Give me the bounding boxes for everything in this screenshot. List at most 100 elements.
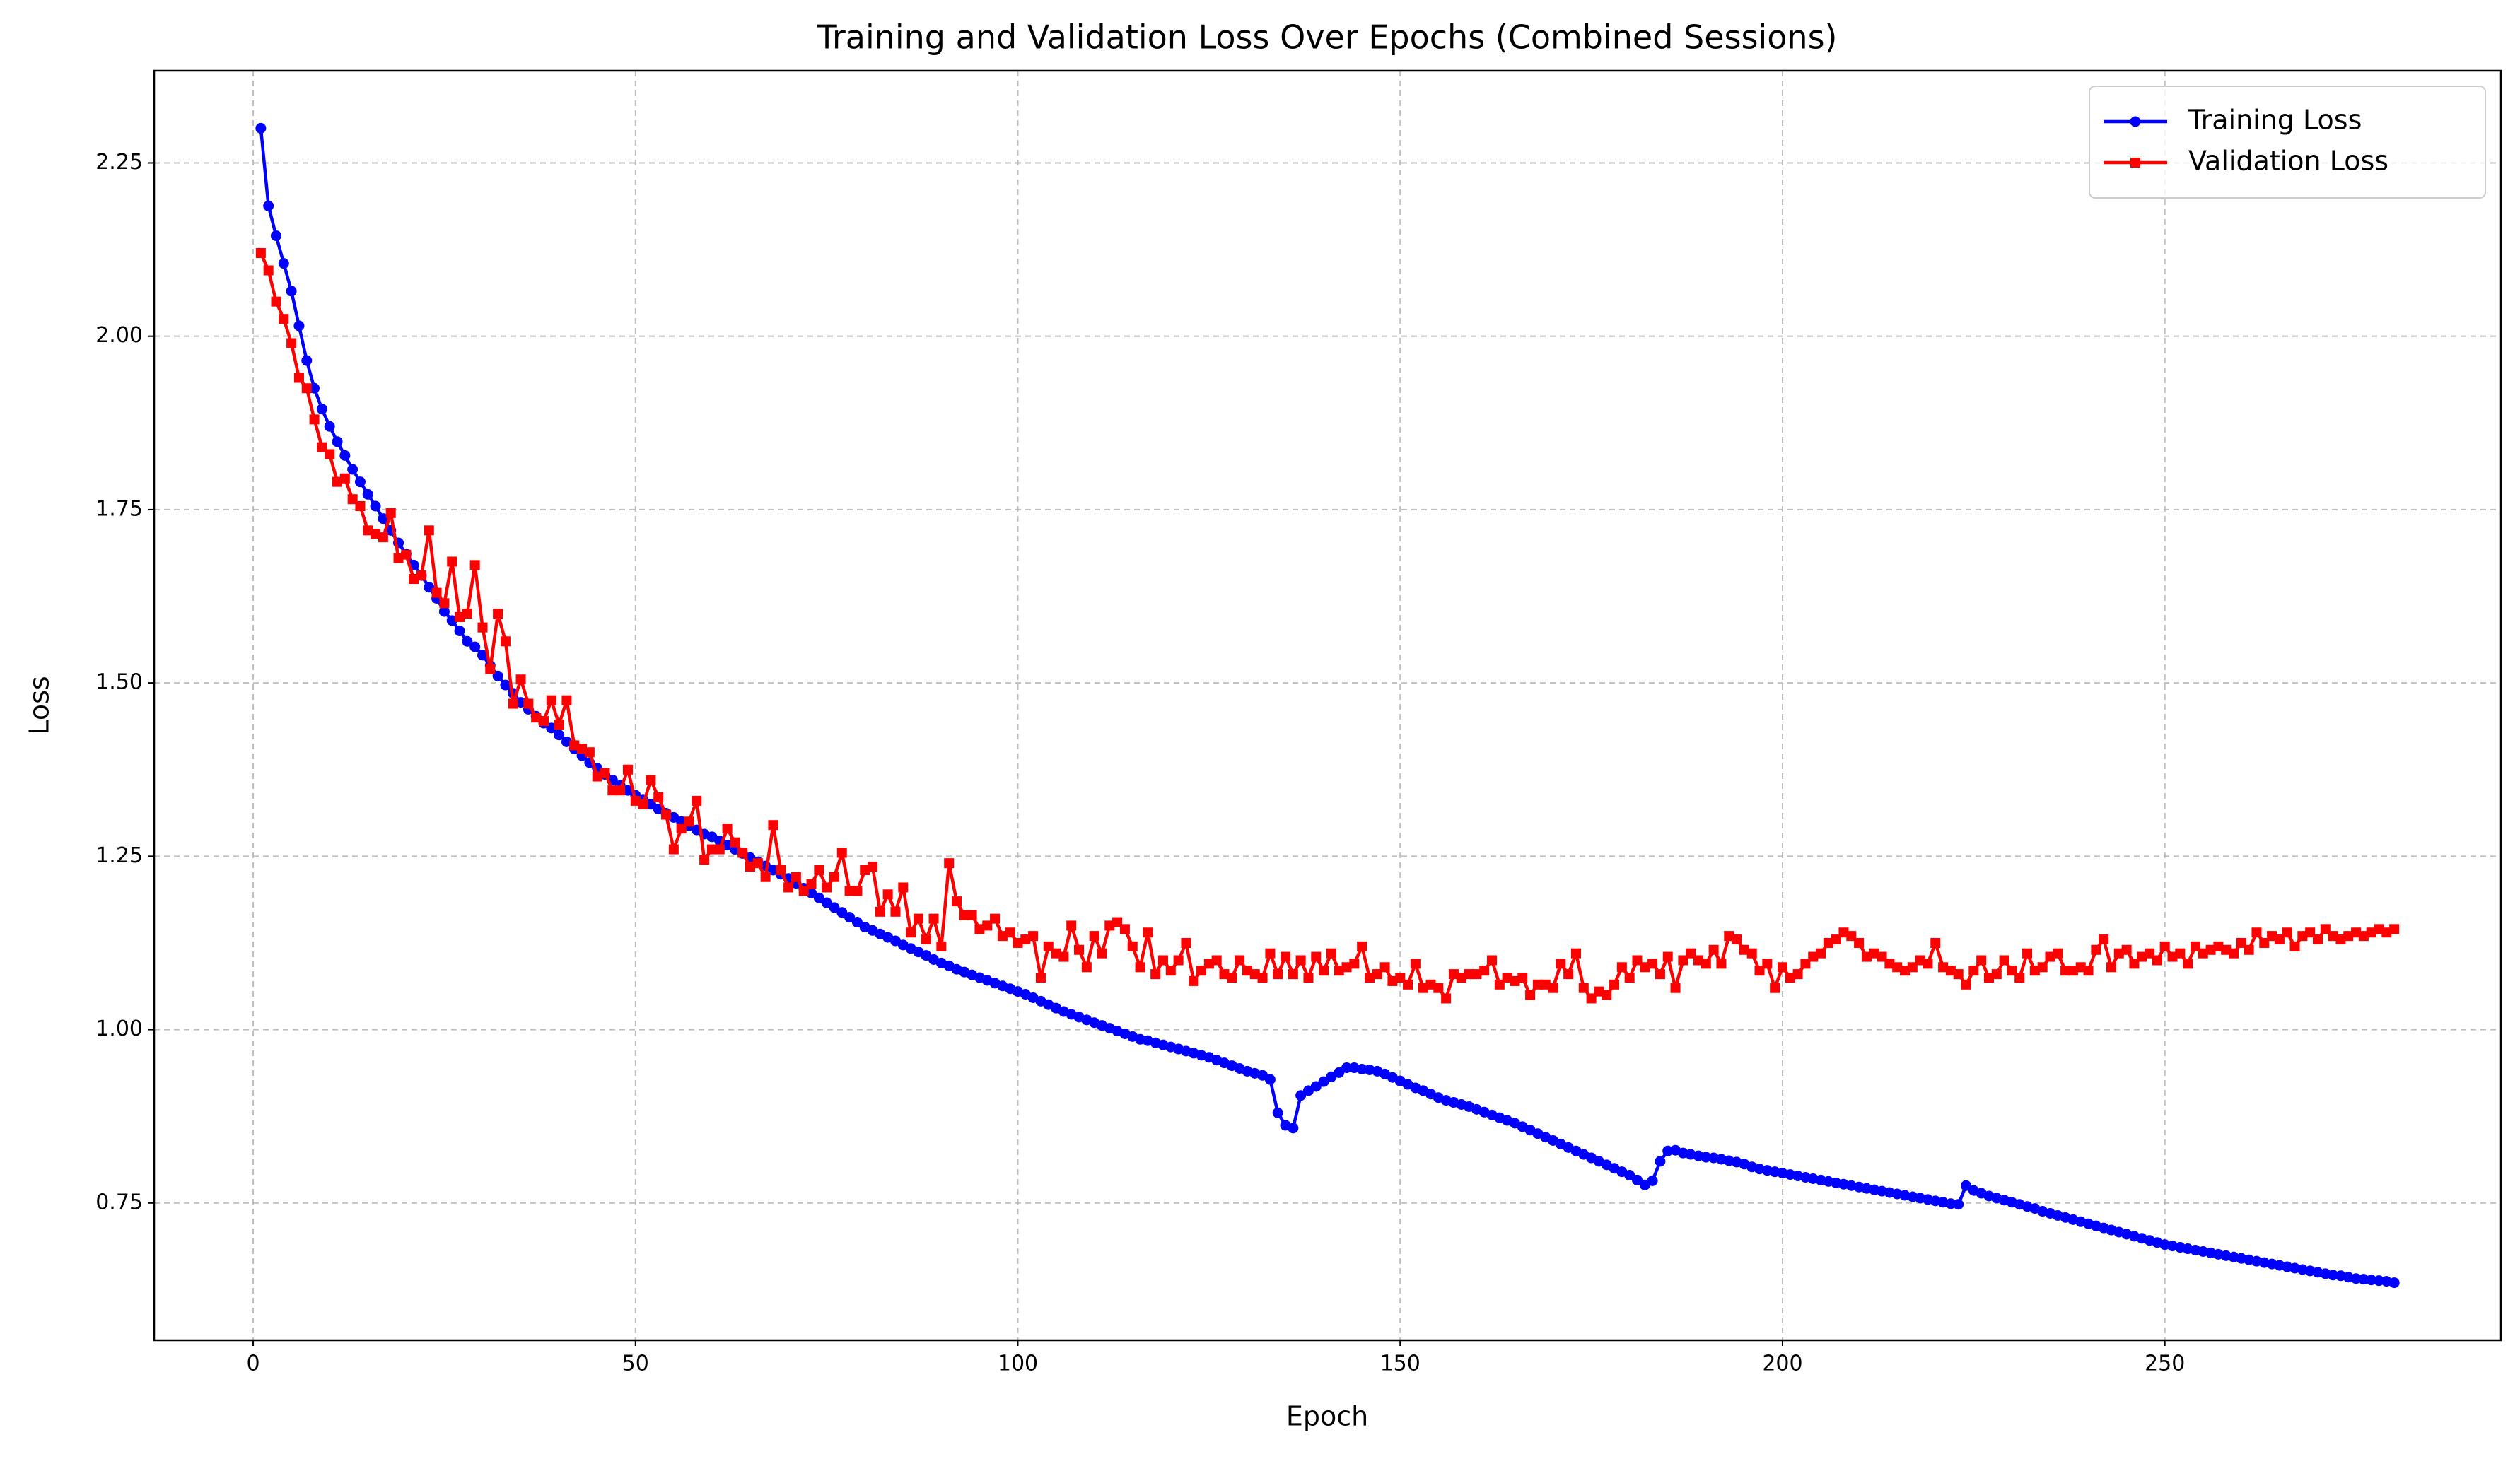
- marker: [2328, 931, 2338, 942]
- marker: [1288, 1123, 1299, 1134]
- marker: [1999, 955, 2009, 966]
- marker: [1892, 962, 1903, 973]
- marker: [2358, 1274, 2369, 1285]
- marker: [485, 664, 496, 674]
- marker: [1586, 993, 1597, 1004]
- marker: [1754, 966, 1765, 976]
- marker: [806, 887, 817, 898]
- x-tick-label: 50: [622, 1352, 649, 1376]
- marker: [424, 582, 435, 593]
- marker: [1173, 955, 1184, 966]
- series-markers: [255, 247, 2400, 1004]
- marker: [967, 910, 977, 920]
- marker: [2175, 948, 2186, 959]
- marker: [1732, 934, 1742, 945]
- marker: [2190, 941, 2200, 951]
- marker: [1318, 1076, 1329, 1087]
- marker: [2244, 944, 2254, 955]
- marker: [622, 764, 633, 775]
- marker: [2374, 1275, 2385, 1287]
- x-tick-label: 100: [998, 1352, 1038, 1376]
- marker: [332, 436, 343, 447]
- marker: [1387, 975, 1398, 986]
- marker: [2022, 948, 2033, 959]
- marker: [2350, 1273, 2362, 1284]
- marker: [1792, 969, 1803, 980]
- marker: [676, 824, 687, 834]
- marker: [355, 500, 366, 511]
- marker: [354, 476, 366, 488]
- marker: [1861, 951, 1872, 962]
- marker: [699, 855, 710, 865]
- marker: [371, 529, 381, 539]
- marker: [2229, 948, 2239, 959]
- marker: [1349, 959, 1360, 969]
- marker: [1425, 979, 1436, 990]
- marker: [477, 622, 488, 633]
- marker: [1494, 979, 1505, 990]
- marker: [1563, 969, 1574, 980]
- marker: [1678, 955, 1688, 966]
- marker: [1816, 948, 1826, 959]
- marker: [1143, 927, 1153, 938]
- marker: [2083, 966, 2094, 976]
- marker: [1119, 924, 1130, 934]
- marker: [1341, 962, 1352, 973]
- marker: [2213, 941, 2224, 951]
- marker: [1540, 979, 1551, 990]
- marker: [630, 795, 641, 806]
- legend: Training Loss Validation Loss: [2089, 86, 2486, 199]
- marker: [822, 882, 832, 893]
- marker: [2145, 948, 2155, 959]
- marker: [2251, 927, 2262, 938]
- marker: [1716, 959, 1727, 969]
- marker: [1043, 941, 1054, 951]
- marker: [1945, 966, 1956, 976]
- marker: [1028, 931, 1039, 942]
- marker: [1968, 966, 1979, 976]
- marker: [515, 697, 527, 708]
- marker: [791, 872, 801, 882]
- marker: [1242, 966, 1252, 976]
- marker: [806, 879, 817, 889]
- marker: [1410, 959, 1421, 969]
- marker: [1441, 993, 1452, 1004]
- marker: [531, 713, 542, 723]
- marker: [1418, 983, 1428, 993]
- y-tick-label: 1.00: [95, 1016, 143, 1041]
- marker: [309, 414, 320, 425]
- marker: [714, 844, 725, 855]
- marker: [1273, 969, 1283, 980]
- marker: [492, 670, 503, 681]
- marker: [293, 320, 305, 332]
- marker: [1319, 966, 1329, 976]
- marker: [1762, 959, 1773, 969]
- marker: [752, 858, 763, 869]
- marker: [1326, 948, 1336, 959]
- marker: [997, 931, 1008, 942]
- marker: [1976, 955, 1987, 966]
- marker: [1288, 969, 1298, 980]
- marker: [1165, 966, 1176, 976]
- marker: [1945, 1198, 1956, 1209]
- marker: [1693, 955, 1704, 966]
- marker: [378, 532, 388, 543]
- marker: [653, 792, 664, 802]
- x-tick-label: 150: [1380, 1352, 1421, 1376]
- marker: [776, 865, 786, 875]
- marker: [1532, 979, 1543, 990]
- marker: [1058, 951, 1069, 962]
- marker: [2152, 955, 2162, 966]
- marker: [1203, 959, 1214, 969]
- marker: [1953, 969, 1964, 980]
- marker: [500, 679, 511, 691]
- marker: [821, 897, 832, 908]
- marker: [1624, 1170, 1635, 1181]
- marker: [1035, 972, 1046, 983]
- x-tick-label: 200: [1762, 1352, 1802, 1376]
- marker: [875, 906, 885, 917]
- marker: [477, 650, 488, 661]
- marker: [2137, 951, 2147, 962]
- marker: [416, 570, 426, 581]
